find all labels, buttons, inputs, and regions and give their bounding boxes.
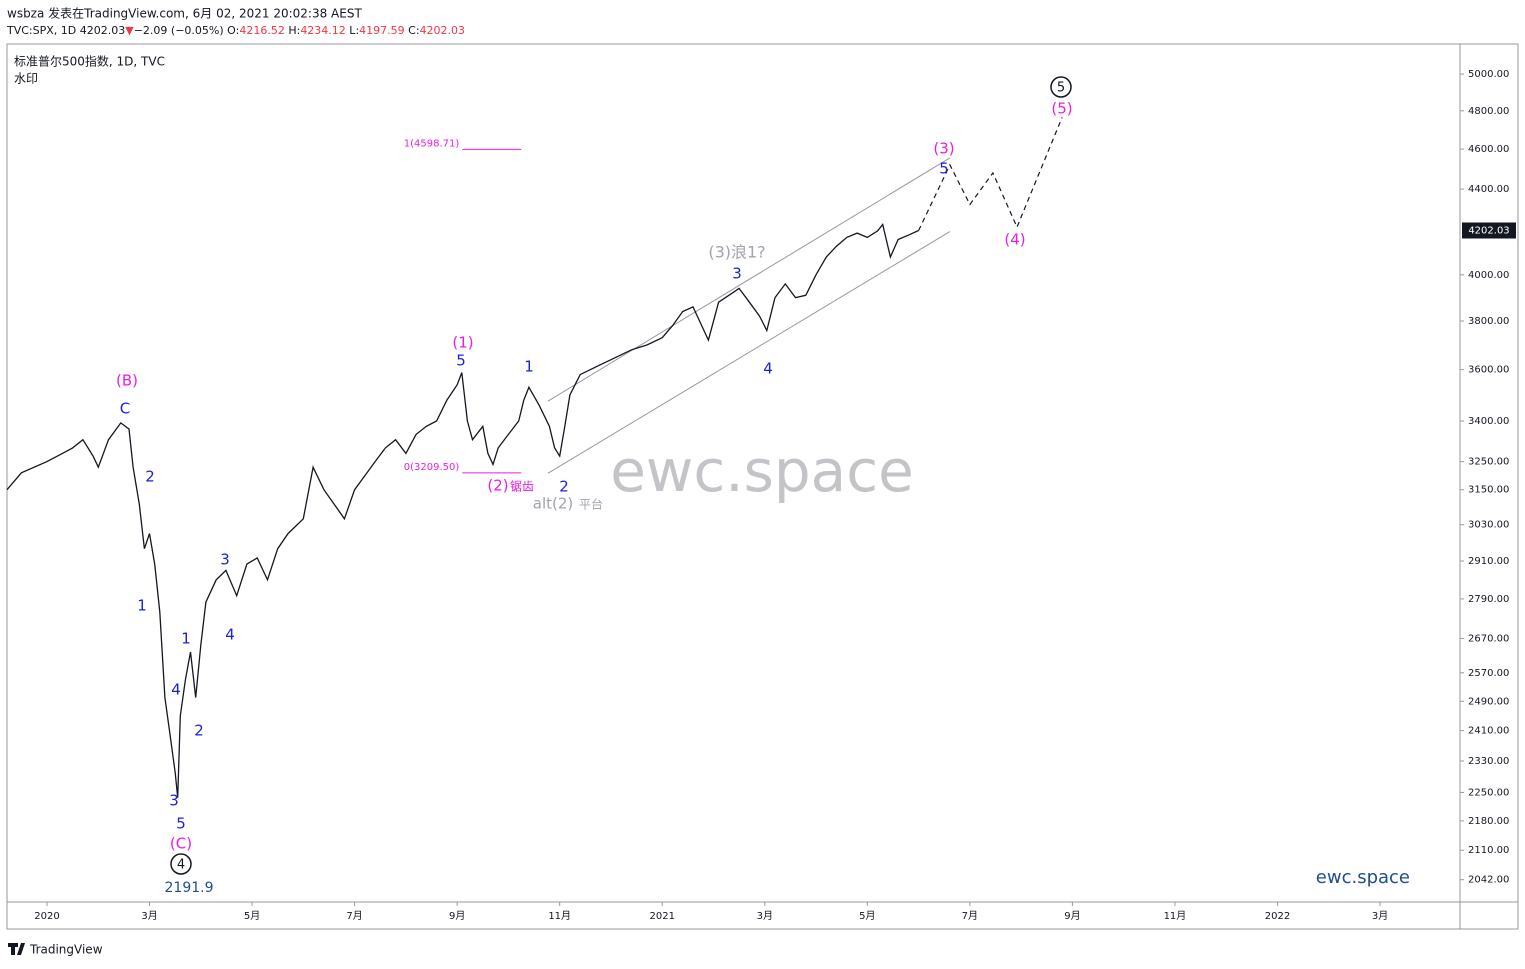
y-tick-label: 3030.00	[1468, 520, 1509, 531]
frame	[6, 43, 1519, 930]
wave-label: 4	[171, 681, 181, 699]
wave-label: (3)	[933, 140, 954, 158]
wave-label: 平台	[579, 497, 603, 512]
channel-line	[547, 157, 951, 402]
wave-label: (B)	[116, 372, 138, 390]
y-tick-label: 4800.00	[1468, 106, 1509, 117]
wave-label: 4	[177, 858, 185, 873]
projection-line	[918, 117, 1063, 231]
y-tick-label: 4400.00	[1468, 184, 1509, 195]
wave-label: 5	[176, 815, 186, 833]
y-tick-label: 2330.00	[1468, 756, 1509, 767]
y-tick-label: 2490.00	[1468, 696, 1509, 707]
y-tick-label: 4600.00	[1468, 144, 1509, 155]
x-tick-label: 7月	[962, 910, 978, 922]
wave-label: (2)	[487, 477, 508, 495]
y-tick-label: 2790.00	[1468, 594, 1509, 605]
channel-line	[547, 231, 951, 474]
quote-line: TVC:SPX, 1D 4202.03▼−2.09 (−0.05%) O:421…	[6, 24, 465, 37]
wave-label: (C)	[170, 835, 192, 853]
wave-label: 5	[939, 160, 949, 178]
y-tick-label: 3150.00	[1468, 485, 1509, 496]
footer-text: TradingView	[29, 943, 103, 957]
quote-part: 4202.03	[420, 24, 466, 37]
logo-icon	[8, 943, 25, 955]
quote-part: O:	[227, 24, 239, 37]
quote-part: H:	[285, 24, 300, 37]
byline: wsbza 发表在TradingView.com, 6月 02, 2021 20…	[7, 6, 362, 21]
wave-label: 5	[456, 352, 466, 370]
x-tick-label: 9月	[1064, 910, 1080, 922]
y-tick-label: 3800.00	[1468, 316, 1509, 327]
wave-label: (1)	[452, 334, 473, 352]
quote-part: 4216.52	[239, 24, 285, 37]
wave-label: 5	[1057, 81, 1065, 96]
tradingview-logo: TradingView	[8, 943, 103, 957]
quote-part: 4234.12	[300, 24, 346, 37]
price-line	[6, 223, 919, 798]
wave-label: alt(2)	[533, 495, 574, 513]
x-tick-label: 9月	[449, 910, 465, 922]
wave-label: (4)	[1004, 231, 1025, 249]
wave-label: 4	[763, 360, 773, 378]
y-tick-label: 3400.00	[1468, 416, 1509, 427]
y-tick-label: 2410.00	[1468, 726, 1509, 737]
brand: ewc.space	[1316, 867, 1410, 888]
y-tick-label: 4000.00	[1468, 270, 1509, 281]
x-tick-label: 5月	[244, 910, 260, 922]
legend-subtitle: 水印	[14, 72, 38, 86]
y-tick-label: 5000.00	[1468, 69, 1509, 80]
x-tick-label: 7月	[346, 910, 362, 922]
wave-label: 4	[225, 626, 235, 644]
y-tick-label: 2670.00	[1468, 633, 1509, 644]
quote-part: C:	[405, 24, 420, 37]
wave-label: 3	[220, 551, 230, 569]
wave-label: 1	[524, 358, 534, 376]
quote-part: −2.09 (−0.05%)	[134, 24, 227, 37]
wave-label: 锯齿	[510, 479, 534, 494]
quote-part: L:	[346, 24, 359, 37]
x-tick-label: 2020	[34, 911, 59, 922]
y-tick-label: 2180.00	[1468, 816, 1509, 827]
wave-label: 1	[137, 597, 147, 615]
quote-part: 4197.59	[359, 24, 405, 37]
legend-title: 标准普尔500指数, 1D, TVC	[14, 54, 165, 69]
x-tick-label: 5月	[859, 910, 875, 922]
x-tick-label: 3月	[757, 910, 773, 922]
wave-circle	[1050, 76, 1072, 98]
x-tick-label: 11月	[1164, 910, 1187, 922]
quote-part: ▼	[125, 24, 134, 37]
fib-label: 1(4598.71)	[404, 138, 460, 149]
y-tick-label: 3250.00	[1468, 457, 1509, 468]
y-tick-label: 3600.00	[1468, 365, 1509, 376]
wave-label: 2191.9	[165, 880, 214, 896]
wave-label: (5)	[1051, 100, 1072, 118]
x-tick-label: 3月	[141, 910, 157, 922]
wave-circle	[170, 853, 192, 875]
watermark: ewc.space	[610, 437, 914, 505]
x-tick-label: 3月	[1372, 910, 1388, 922]
y-tick-label: 2570.00	[1468, 668, 1509, 679]
wave-label: 2	[194, 722, 204, 740]
wave-label: 2	[559, 478, 569, 496]
last-price-label: 4202.03	[1468, 225, 1509, 236]
wave-label: 1	[181, 630, 191, 648]
last-price-box	[1462, 222, 1516, 239]
y-tick-label: 2910.00	[1468, 556, 1509, 567]
wave-label: 3	[169, 792, 179, 810]
y-tick-label: 2110.00	[1468, 845, 1509, 856]
quote-part: TVC:SPX, 1D 4202.03	[6, 24, 125, 37]
x-tick-label: 2022	[1265, 911, 1290, 922]
wave-label: C	[120, 400, 130, 418]
wave-label: 2	[145, 468, 155, 486]
y-tick-label: 2042.00	[1468, 875, 1509, 886]
x-tick-label: 2021	[650, 911, 675, 922]
x-tick-label: 11月	[548, 910, 571, 922]
wave-label: 3	[732, 265, 742, 283]
y-tick-label: 2250.00	[1468, 787, 1509, 798]
fib-label: 0(3209.50)	[404, 462, 460, 473]
wave-label: (3)浪1?	[708, 243, 765, 262]
